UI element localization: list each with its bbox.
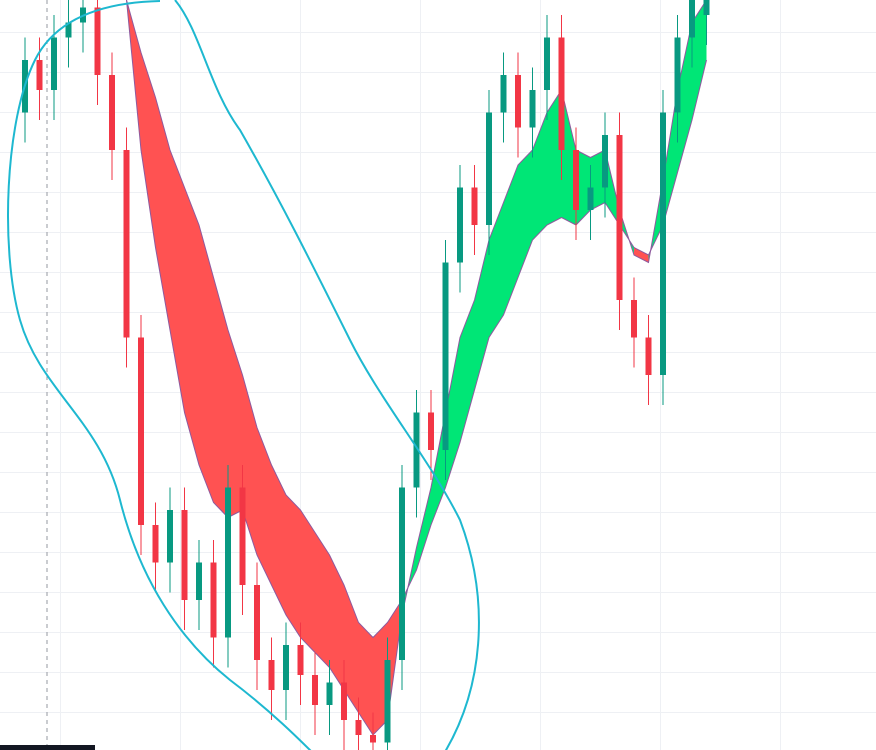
candle-body (674, 37, 681, 113)
ma-band (416, 487, 431, 570)
candle-body (558, 37, 565, 150)
candle-body (616, 135, 623, 300)
ma-band (184, 187, 199, 465)
ma-band (257, 427, 272, 585)
candle-body (399, 487, 405, 660)
ma-band (329, 555, 344, 690)
ma-band (503, 165, 518, 315)
ma-band (677, 22, 692, 173)
candle-body (457, 187, 463, 263)
candle-body (384, 660, 391, 743)
ma-line (126, 0, 707, 639)
ma-band (547, 90, 562, 225)
ma-line (126, 0, 707, 736)
ma-band (242, 375, 257, 555)
ma-band (460, 300, 475, 443)
ma-band (663, 90, 678, 225)
ma-band (271, 465, 286, 615)
ma-band (387, 600, 402, 720)
ma-band (634, 247, 649, 263)
ma-band (489, 202, 504, 338)
ma-band (576, 150, 591, 225)
candle-body (660, 112, 666, 375)
candle-body (268, 660, 275, 690)
candle-body (515, 75, 521, 128)
candle-body (283, 645, 289, 690)
candle-body (51, 37, 57, 90)
ma-band (605, 150, 620, 225)
candle-body (442, 262, 449, 450)
ma-band (373, 622, 388, 735)
candle-body (703, 0, 710, 15)
candle-body (370, 735, 376, 743)
candle-body (428, 412, 434, 450)
candle-body (355, 720, 362, 735)
ma-band (228, 330, 243, 518)
candle-body (239, 487, 246, 585)
candle-body (254, 585, 260, 660)
candle-body (167, 510, 173, 563)
ma-band (141, 52, 156, 248)
candle-body (500, 75, 507, 113)
ma-band (445, 337, 460, 488)
candle-body (210, 562, 217, 638)
candle-body (109, 75, 115, 150)
ma-band (155, 97, 170, 330)
ma-band (590, 150, 605, 210)
candle-body (413, 412, 420, 488)
candle-body (297, 645, 304, 675)
candle-body (326, 682, 333, 705)
drawing-loop (174, 0, 480, 750)
candle-body (152, 525, 159, 563)
candle-body (341, 682, 347, 720)
ma-band (199, 225, 214, 503)
ma-band (213, 277, 228, 518)
candle-body (486, 112, 492, 225)
candle-body (138, 337, 144, 525)
candle-body (196, 562, 202, 600)
candle-body (123, 150, 130, 338)
candle-body (471, 187, 478, 225)
candle-body (689, 0, 695, 38)
ma-band (358, 622, 373, 735)
ma-band (286, 495, 301, 638)
ma-band (315, 532, 330, 668)
candle-body (65, 22, 72, 38)
toolbar-edge (0, 745, 95, 750)
ma-band (518, 150, 533, 278)
candle-body (631, 300, 637, 338)
candle-body (573, 150, 579, 210)
ma-band (474, 240, 489, 390)
ma-band (532, 112, 547, 240)
candle-body (94, 7, 101, 75)
candle-body (36, 60, 43, 90)
candle-body (181, 510, 188, 600)
ma-band (170, 150, 185, 413)
ma-band (692, 0, 707, 120)
candle-body (645, 337, 652, 375)
ma-band (344, 585, 359, 713)
candle-body (529, 90, 536, 128)
marks (22, 0, 710, 750)
candle-body (225, 487, 231, 638)
ma-band (300, 510, 315, 653)
drawing-loop (7, 0, 312, 750)
candle-body (587, 187, 594, 210)
candle-body (544, 37, 550, 90)
candle-body (602, 135, 608, 188)
candle-body (312, 675, 318, 705)
ma-band (561, 90, 576, 225)
